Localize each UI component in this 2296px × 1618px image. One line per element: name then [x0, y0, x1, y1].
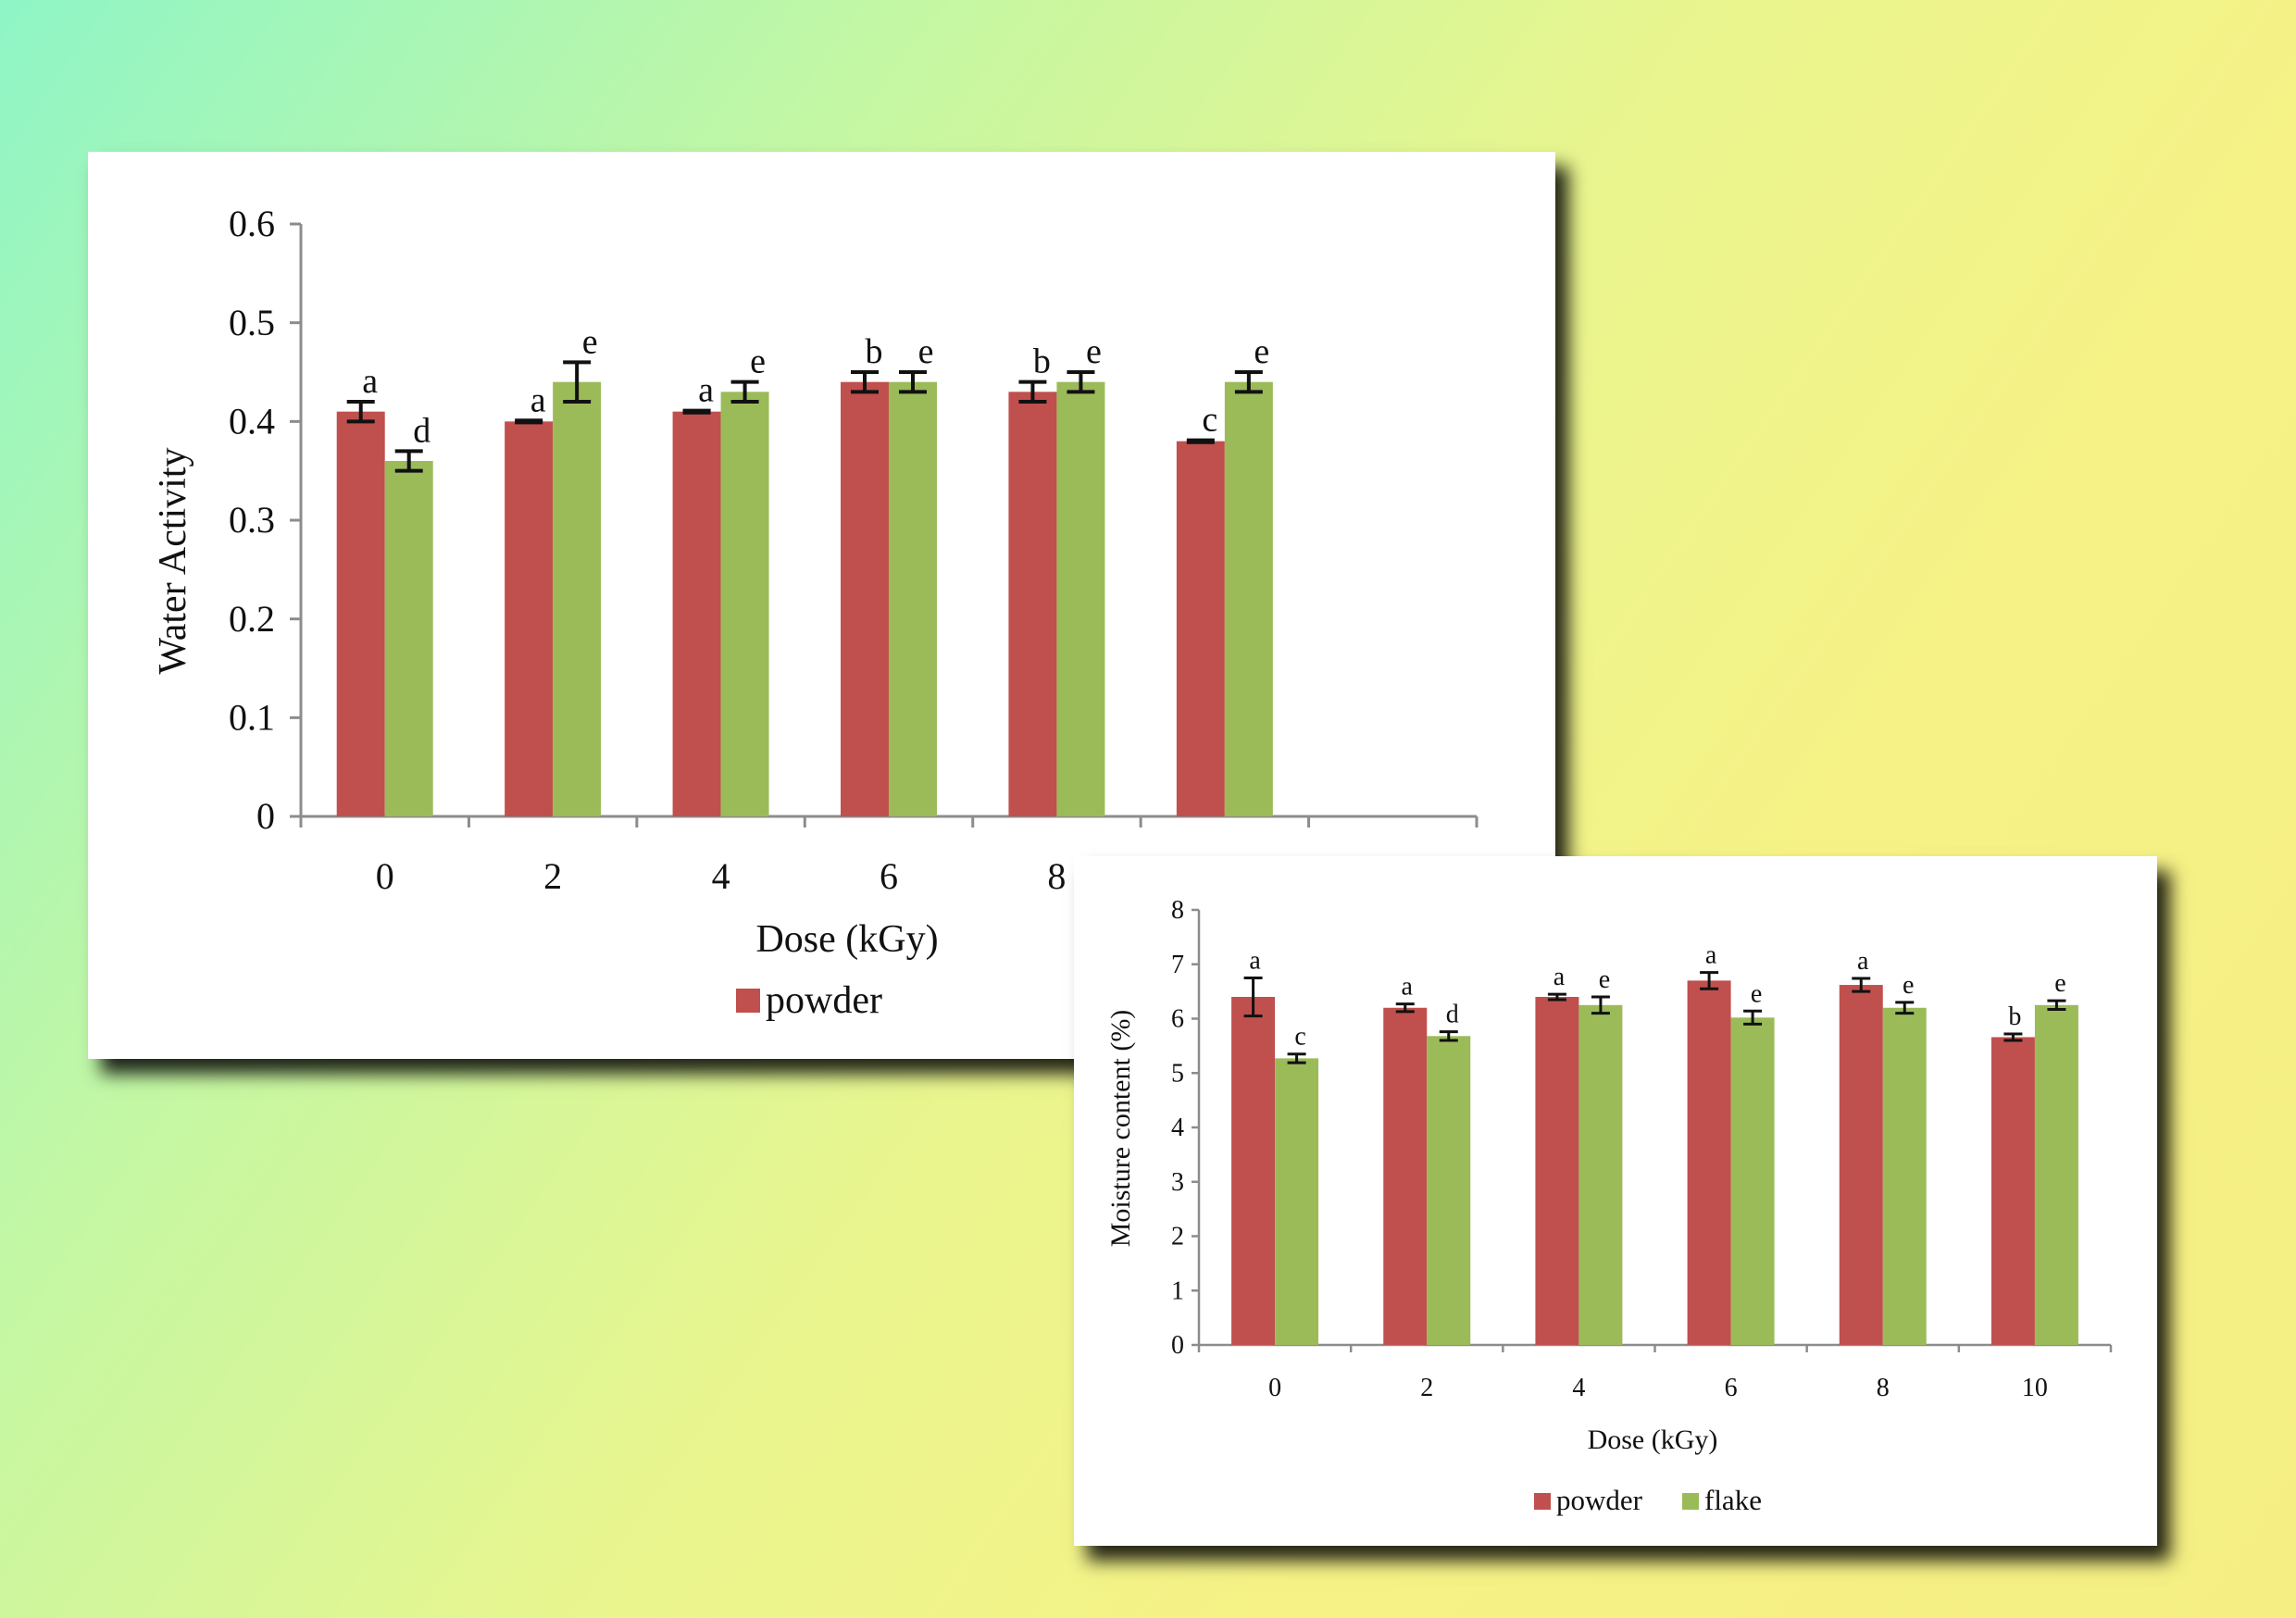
bar-flake [553, 381, 602, 816]
legend-swatch-powder [1534, 1493, 1551, 1510]
y-tick-label: 3 [1171, 1168, 1184, 1197]
significance-letter: b [2008, 1002, 2021, 1031]
bar-powder [1383, 1007, 1428, 1345]
bar-flake [2034, 1004, 2078, 1345]
bar-powder [841, 381, 889, 816]
significance-letter: a [698, 371, 714, 410]
bar-flake [1056, 381, 1105, 816]
water-activity-chart-panel: 00.10.20.30.40.50.60246810aaabbcdeeeeeWa… [88, 152, 1555, 1059]
significance-letter: e [582, 322, 598, 361]
bar-powder [1839, 985, 1883, 1345]
bar-flake [1224, 381, 1273, 816]
x-tick-label: 0 [1268, 1374, 1281, 1402]
bar-flake [384, 461, 433, 816]
significance-letter: a [1554, 963, 1566, 991]
significance-letter: a [530, 380, 546, 419]
y-tick-label: 5 [1171, 1059, 1184, 1088]
x-tick-label: 0 [376, 855, 394, 897]
bar-flake [1427, 1036, 1471, 1345]
significance-letter: c [1294, 1023, 1305, 1052]
y-tick-label: 0.4 [229, 401, 275, 442]
bar-flake [1578, 1004, 1623, 1345]
y-tick-label: 0.1 [229, 697, 275, 739]
significance-letter: b [866, 332, 883, 371]
significance-letter: a [1249, 946, 1261, 975]
bar-flake [1275, 1058, 1319, 1345]
significance-letter: e [1599, 965, 1610, 994]
water-activity-chart: 00.10.20.30.40.50.60246810aaabbcdeeeeeWa… [152, 203, 1479, 1022]
moisture-content-chart-panel: 0 1 2 3 4 5 6 7 8 0 2 4 6 8 10 a a a a a b c d e e e e Moisture con… [1074, 856, 2157, 1546]
significance-letter: d [1446, 1001, 1459, 1029]
x-tick-label: 6 [1725, 1374, 1738, 1402]
x-axis-label: Dose (kGy) [755, 918, 938, 961]
bar-powder [505, 421, 554, 816]
x-tick-label: 4 [1572, 1374, 1585, 1402]
significance-letter: a [1402, 973, 1414, 1002]
significance-letter: e [918, 332, 934, 371]
y-tick-label: 0 [256, 795, 275, 837]
y-tick-label: 7 [1171, 951, 1184, 979]
bar-flake [1730, 1017, 1775, 1345]
y-tick-label: 2 [1171, 1223, 1184, 1251]
y-tick-label: 0.6 [229, 203, 275, 244]
bar-powder [1008, 392, 1057, 816]
bar-flake [889, 381, 937, 816]
y-tick-label: 0.2 [229, 598, 275, 640]
y-tick-label: 0 [1171, 1331, 1184, 1360]
bar-powder [1231, 997, 1276, 1345]
bar-powder [1687, 980, 1731, 1345]
legend-label-powder: powder [766, 979, 882, 1022]
significance-letter: d [413, 411, 430, 450]
y-tick-label: 6 [1171, 1005, 1184, 1034]
bar-flake [720, 392, 769, 816]
x-tick-label: 8 [1877, 1374, 1890, 1402]
x-axis-label: Dose (kGy) [1588, 1425, 1718, 1455]
significance-letter: b [1033, 342, 1051, 381]
significance-letter: c [1202, 401, 1217, 440]
y-axis-label: Water Activity [152, 447, 194, 674]
legend-label-flake: flake [1704, 1484, 1762, 1516]
y-tick-label: 8 [1171, 896, 1184, 925]
significance-letter: e [1254, 332, 1269, 371]
y-tick-label: 0.3 [229, 499, 275, 541]
legend-label-powder: powder [1556, 1484, 1643, 1516]
y-tick-label: 0.5 [229, 302, 275, 343]
significance-letter: e [1903, 971, 1914, 1000]
significance-letter: e [1751, 979, 1762, 1008]
significance-letter: a [362, 362, 378, 401]
x-tick-label: 2 [543, 855, 562, 897]
x-tick-label: 2 [1420, 1374, 1433, 1402]
bar-powder [1990, 1037, 2035, 1345]
bar-powder [336, 411, 385, 816]
moisture-content-chart: 0 1 2 3 4 5 6 7 8 0 2 4 6 8 10 a a a a a b c d e e e e Moisture con… [1105, 896, 2113, 1516]
legend-swatch-flake [1682, 1493, 1699, 1510]
bar-powder [1535, 997, 1579, 1345]
x-tick-label: 6 [880, 855, 898, 897]
x-tick-label: 4 [712, 855, 730, 897]
y-axis-label: Moisture content (%) [1105, 1010, 1136, 1248]
bar-powder [672, 411, 721, 816]
significance-letter: a [1705, 941, 1717, 970]
x-tick-label: 10 [2022, 1374, 2048, 1402]
bar-powder [1176, 441, 1225, 816]
bar-flake [1882, 1007, 1927, 1345]
y-tick-label: 4 [1171, 1114, 1184, 1142]
significance-letter: e [2054, 969, 2065, 998]
y-tick-label: 1 [1171, 1276, 1184, 1305]
significance-letter: e [1086, 332, 1102, 371]
legend-swatch-powder [736, 989, 760, 1013]
significance-letter: e [750, 342, 766, 381]
x-tick-label: 8 [1047, 855, 1066, 897]
significance-letter: a [1857, 947, 1869, 976]
